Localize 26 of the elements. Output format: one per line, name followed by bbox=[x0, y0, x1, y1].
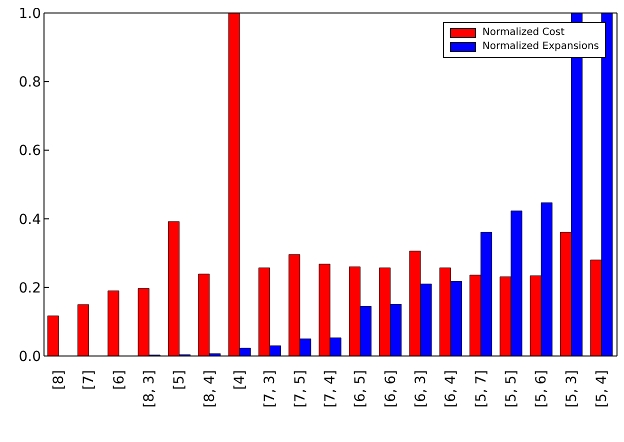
legend-label: Normalized Cost bbox=[482, 26, 565, 40]
y-tick-label: 0.4 bbox=[18, 212, 42, 228]
x-tick-label: [5, 7] bbox=[473, 370, 490, 408]
x-tick-label: [5] bbox=[172, 370, 188, 390]
x-tick-label: [7] bbox=[81, 370, 98, 390]
x-tick-label: [5, 3] bbox=[564, 370, 580, 408]
legend-label: Normalized Expansions bbox=[482, 40, 599, 54]
y-tick-label: 0.0 bbox=[18, 348, 41, 365]
x-tick-label: [5, 6] bbox=[534, 370, 550, 408]
x-tick-label: [6, 5] bbox=[352, 370, 369, 408]
x-tick-label: [4] bbox=[232, 370, 248, 390]
x-tick-label: [6, 3] bbox=[412, 370, 429, 408]
x-tick-label: [8, 3] bbox=[142, 370, 158, 408]
x-tick-label: [7, 3] bbox=[262, 370, 278, 408]
x-tick-label: [6, 6] bbox=[382, 370, 399, 408]
x-tick-label: [5, 5] bbox=[503, 370, 520, 408]
x-tick-label: [8, 4] bbox=[202, 370, 218, 408]
x-tick-label: [6, 4] bbox=[443, 370, 460, 408]
x-tick-label: [7, 5] bbox=[292, 370, 308, 408]
x-tick-label: [5, 4] bbox=[594, 370, 610, 408]
x-tick-label: [8] bbox=[51, 370, 68, 390]
x-tick-label: [6] bbox=[111, 370, 128, 390]
y-tick-label: 0.2 bbox=[18, 280, 41, 296]
x-tick-label: [7, 4] bbox=[322, 370, 338, 408]
y-tick-label: 0.6 bbox=[18, 143, 42, 160]
y-tick-label: 0.8 bbox=[18, 74, 41, 91]
